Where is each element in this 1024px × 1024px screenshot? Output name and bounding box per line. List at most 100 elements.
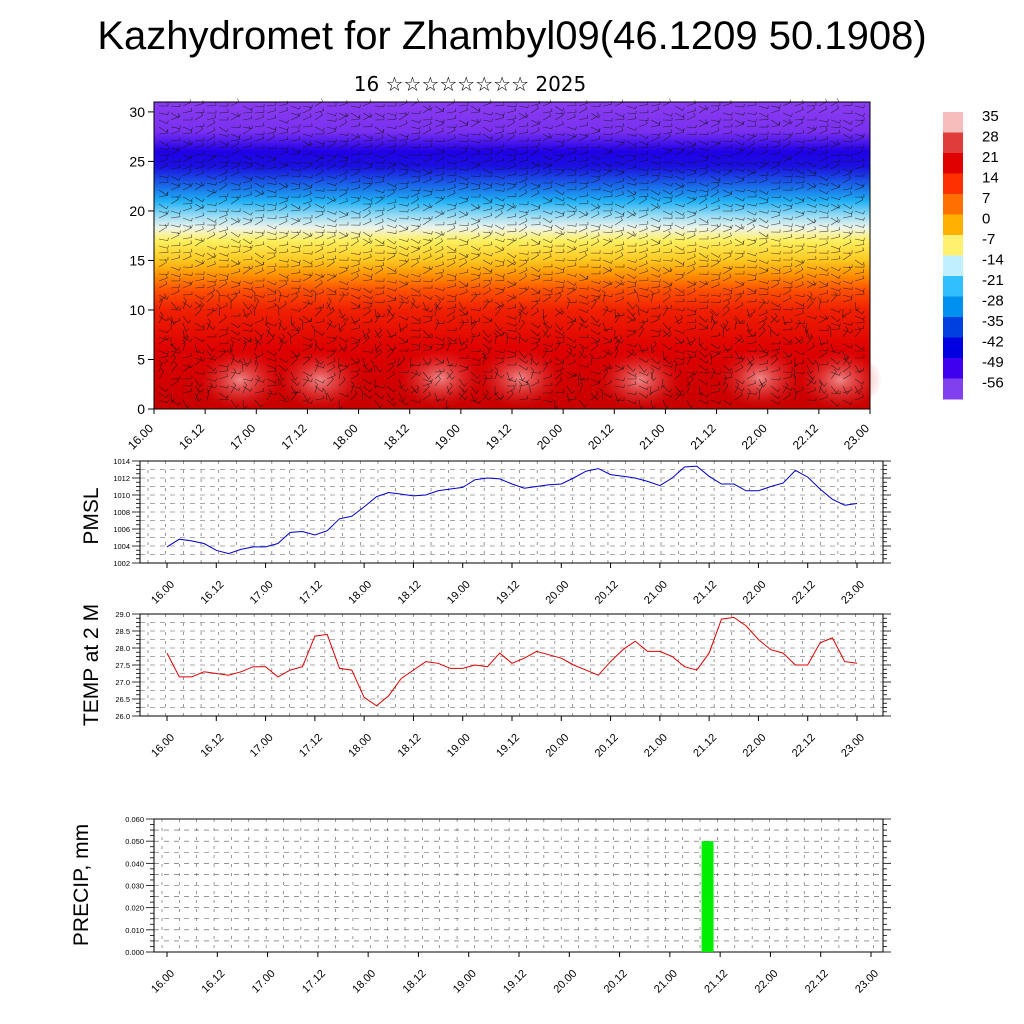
- wind-barb: [194, 371, 205, 375]
- wind-barb: [182, 168, 192, 177]
- wind-barb: [218, 314, 227, 324]
- wind-barb: [362, 294, 373, 300]
- wind-barb: [734, 264, 745, 269]
- wind-barb: [314, 241, 325, 247]
- wind-barb: [374, 242, 385, 247]
- wind-barb: [410, 293, 421, 297]
- wind-barb: [674, 314, 683, 324]
- wind-barb: [326, 229, 337, 233]
- wind-barb: [794, 129, 805, 135]
- wind-barb: [626, 133, 637, 137]
- wind-barb: [650, 332, 661, 338]
- wind-barb: [530, 338, 540, 345]
- wind-barb: [758, 300, 769, 304]
- wind-barb: [506, 315, 517, 320]
- wind-barb: [470, 371, 480, 379]
- wind-barb: [698, 378, 709, 386]
- wind-barb: [266, 302, 276, 310]
- wind-barb: [842, 371, 852, 380]
- wind-barb: [528, 352, 533, 366]
- wind-barb: [626, 153, 637, 157]
- wind-barb: [302, 104, 313, 109]
- wind-barb: [554, 308, 565, 315]
- wind-barb: [242, 357, 250, 367]
- wind-barb: [434, 138, 445, 143]
- wind-barb: [290, 371, 298, 381]
- colorbar-label: 28: [982, 129, 999, 146]
- wind-barb: [782, 326, 793, 331]
- wind-barb: [626, 231, 637, 237]
- wind-barb: [350, 287, 361, 292]
- wind-barb: [254, 351, 264, 359]
- wind-barb: [218, 373, 228, 380]
- wind-barb: [710, 223, 719, 233]
- wind-barb: [518, 395, 529, 401]
- wind-barb: [182, 204, 192, 212]
- wind-barb: [446, 134, 456, 142]
- wind-barb: [386, 250, 397, 254]
- wind-barb: [782, 119, 793, 125]
- wind-barb: [673, 359, 677, 373]
- wind-barb: [218, 276, 229, 282]
- wind-barb: [314, 195, 325, 199]
- wind-barb: [830, 158, 841, 163]
- wind-barb: [158, 237, 169, 242]
- wind-barb: [434, 375, 441, 387]
- wind-barb: [242, 336, 252, 345]
- wind-barb: [266, 189, 277, 194]
- wind-barb: [794, 161, 805, 166]
- wind-barb: [374, 207, 385, 212]
- wind-barb: [494, 133, 504, 142]
- y-tick-label: 15: [129, 252, 145, 268]
- wind-barb: [566, 359, 576, 366]
- wind-barb: [158, 256, 169, 261]
- y-tick-label: 10: [129, 302, 145, 318]
- wind-barb: [542, 147, 553, 152]
- wind-barb: [278, 107, 288, 114]
- wind-barb: [494, 385, 499, 396]
- wind-barb: [794, 336, 804, 344]
- wind-barb: [362, 307, 371, 317]
- wind-barb: [158, 111, 169, 115]
- wind-barb: [614, 112, 625, 118]
- wind-barb: [314, 111, 323, 121]
- wind-barb: [482, 111, 493, 116]
- wind-barb: [698, 299, 709, 303]
- wind-barb: [254, 190, 264, 198]
- wind-barb: [566, 113, 576, 121]
- wind-barb: [566, 372, 576, 380]
- wind-barb: [530, 266, 541, 273]
- wind-barb: [446, 357, 454, 368]
- wind-barb: [710, 343, 721, 350]
- wind-barb: [758, 381, 764, 394]
- wind-barb: [182, 364, 193, 368]
- wind-barb: [362, 253, 372, 261]
- wind-barb: [554, 249, 565, 254]
- wind-barb: [350, 214, 361, 219]
- wind-barb: [698, 154, 709, 158]
- wind-barb: [290, 113, 300, 121]
- wind-barb: [434, 187, 445, 191]
- wind-barb: [674, 272, 685, 276]
- wind-barb: [410, 315, 421, 322]
- wind-barb: [782, 112, 793, 117]
- x-tick-label: 22.00: [741, 732, 769, 760]
- wind-barb: [782, 173, 793, 178]
- wind-barb: [746, 239, 756, 247]
- wind-barb: [710, 387, 721, 394]
- wind-barb: [482, 287, 492, 296]
- wind-barb: [530, 238, 541, 245]
- wind-barb: [326, 210, 337, 215]
- wind-barb: [530, 127, 540, 135]
- wind-barb: [170, 317, 181, 324]
- wind-barb: [734, 168, 745, 172]
- wind-barb: [302, 259, 313, 265]
- wind-barb: [433, 303, 438, 317]
- wind-barb: [290, 248, 301, 254]
- wind-barb: [566, 245, 577, 251]
- wind-barb: [566, 208, 577, 213]
- wind-barb: [458, 210, 469, 216]
- wind-barb: [314, 306, 322, 317]
- wind-barb: [530, 290, 541, 296]
- wind-barb: [194, 385, 204, 393]
